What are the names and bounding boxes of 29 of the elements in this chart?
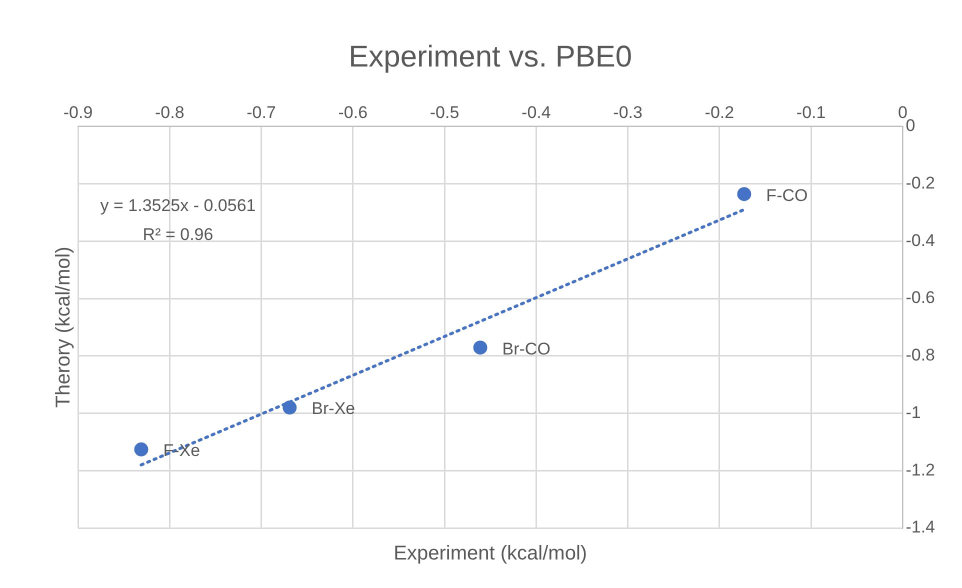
y-tick-label: -0.8: [906, 346, 936, 365]
y-tick-label: -1.4: [906, 518, 936, 537]
annotation: R² = 0.96: [142, 225, 214, 244]
y-tick-label: -0.6: [906, 288, 936, 308]
x-axis-title: Experiment (kcal/mol): [394, 542, 588, 565]
point: [134, 442, 148, 456]
x-tick-label: -0.3: [613, 102, 642, 122]
y-tick-label: -0.4: [906, 230, 936, 250]
point: [282, 400, 297, 415]
x-tick-label: -0.9: [63, 102, 93, 122]
y-tick-label: -1.2: [906, 460, 936, 480]
y-tick-label: 0: [906, 116, 916, 136]
y-axis-title: Therory (kcal/mol): [52, 246, 75, 408]
x-tick-label: -0.2: [704, 102, 734, 122]
y-tick-label: -1: [906, 402, 921, 422]
point: [737, 187, 752, 202]
annotation: y = 1.3525x - 0.0561: [100, 196, 256, 216]
x-tick-label: -0.8: [154, 102, 184, 122]
annotation: Br-CO: [502, 339, 550, 358]
x-tick-label: -0.7: [246, 102, 276, 122]
annotation: Br-Xe: [312, 399, 356, 418]
point: [473, 340, 488, 355]
x-tick-label: -0.4: [522, 102, 551, 122]
x-tick-label: -0.1: [796, 102, 826, 122]
annotation: F-CO: [766, 186, 808, 205]
chart-title: Experiment vs. PBE0: [348, 40, 632, 74]
x-tick-label: -0.5: [430, 102, 460, 122]
y-tick-label: -0.2: [906, 173, 936, 192]
x-tick-label: -0.6: [338, 102, 368, 122]
